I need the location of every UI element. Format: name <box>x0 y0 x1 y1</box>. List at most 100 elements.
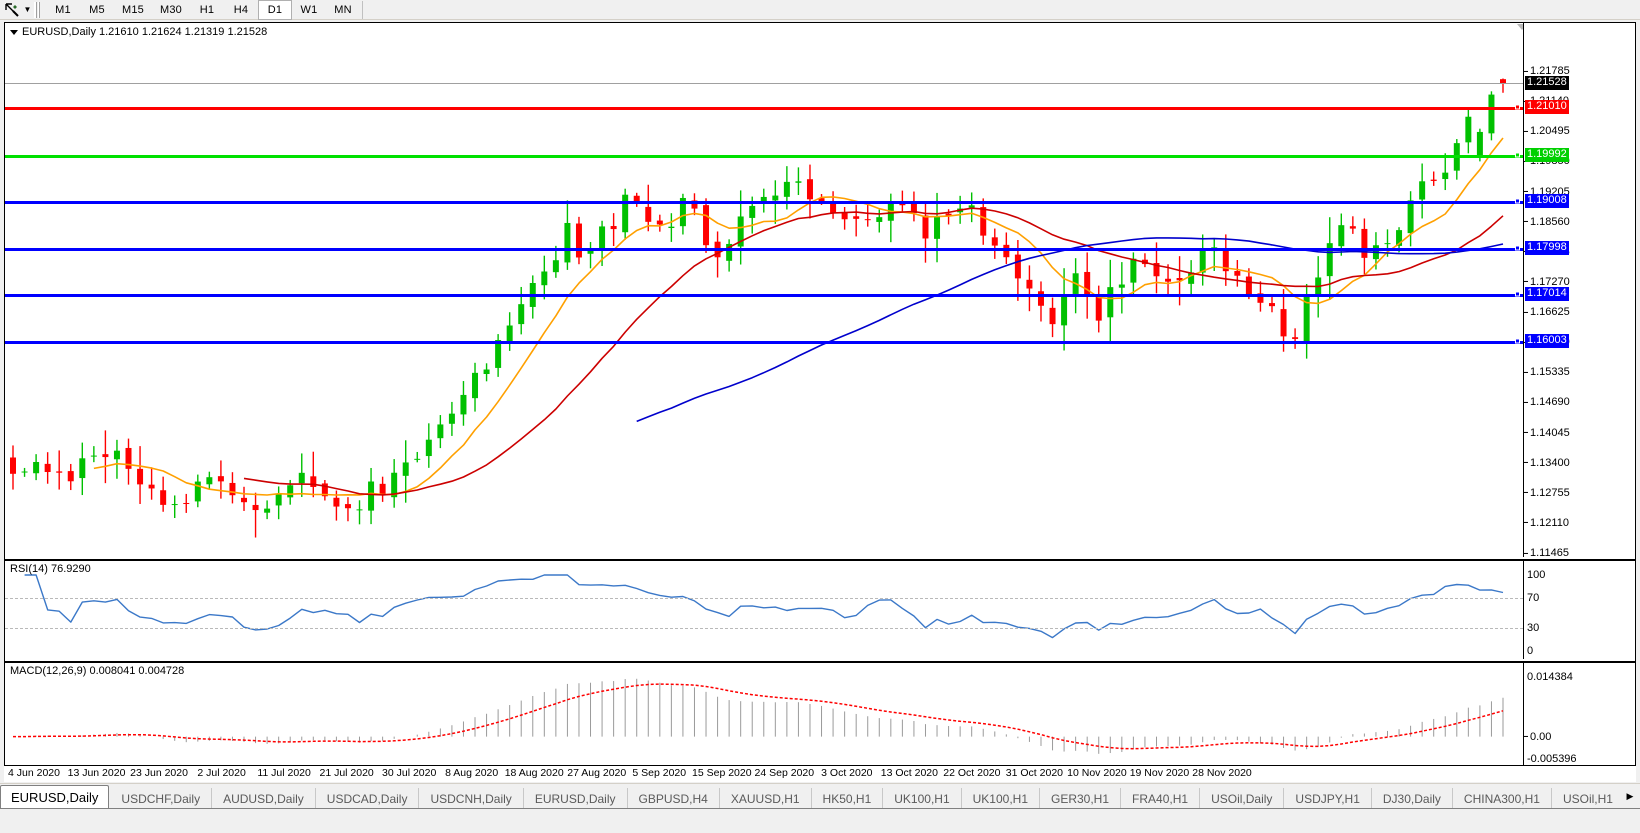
chart-tab-usdjpy-h1[interactable]: USDJPY,H1 <box>1284 788 1372 809</box>
support-line-handle-1[interactable] <box>1515 198 1520 204</box>
toolbar-grip[interactable] <box>34 1 41 18</box>
candles-group <box>10 78 1506 538</box>
price-tick: 1.21785 <box>1524 65 1570 77</box>
candlestick-chart <box>10 78 1506 538</box>
time-axis-label: 28 Nov 2020 <box>1192 767 1252 779</box>
price-tick: 1.11465 <box>1524 547 1569 557</box>
toolbar-separator <box>362 0 363 19</box>
rsi-label: RSI(14) 76.9290 <box>10 563 91 575</box>
time-axis-label: 27 Aug 2020 <box>567 767 627 779</box>
support-line-line-1[interactable] <box>5 200 1523 204</box>
price-pane[interactable]: EURUSD,Daily 1.21610 1.21624 1.21319 1.2… <box>5 23 1635 557</box>
chart-tab-dj30-daily[interactable]: DJ30,Daily <box>1372 788 1453 809</box>
chart-tab-uk100-h1[interactable]: UK100,H1 <box>883 788 962 809</box>
price-tick: 1.20495 <box>1524 125 1570 137</box>
toolbar-cursor-group: ▼ <box>0 0 46 20</box>
support-line-badge-3: 1.17014 <box>1525 286 1569 301</box>
support-line-handle-2[interactable] <box>1515 245 1520 251</box>
timeframe-button-m5[interactable]: M5 <box>89 3 105 16</box>
chart-tab-usoil-h1[interactable]: USOil,H1 <box>1552 788 1620 809</box>
current-price-line[interactable] <box>5 83 1523 84</box>
support-line-line-4[interactable] <box>5 341 1523 345</box>
scroll-right-icon[interactable]: ▶ <box>1626 790 1634 801</box>
time-axis-label: 19 Nov 2020 <box>1129 767 1190 779</box>
chart-tab-uk100-h1[interactable]: UK100,H1 <box>962 788 1040 809</box>
chevron-down-icon[interactable]: ▼ <box>23 5 32 14</box>
rsi-axis: 100 70 30 0 <box>1523 561 1635 659</box>
chart-tab-usoil-daily[interactable]: USOil,Daily <box>1200 788 1285 809</box>
timeframe-button-d1[interactable]: D1 <box>258 0 292 20</box>
time-axis-label: 3 Oct 2020 <box>821 767 873 779</box>
macd-plot-area[interactable] <box>5 663 1523 765</box>
price-tick: 1.16625 <box>1524 306 1570 318</box>
crosshair-cursor-icon[interactable] <box>2 1 22 19</box>
tab-underline <box>0 808 1640 809</box>
chart-tab-usdcad-daily[interactable]: USDCAD,Daily <box>316 788 420 809</box>
macd-histogram <box>24 678 1504 754</box>
chart-tab-usdchf-daily[interactable]: USDCHF,Daily <box>110 788 213 809</box>
price-tick: 1.13400 <box>1524 457 1570 469</box>
chart-tab-fra40-h1[interactable]: FRA40,H1 <box>1121 788 1201 809</box>
current-price-badge: 1.21528 <box>1525 76 1569 90</box>
resistance-line-handle[interactable] <box>1515 104 1520 110</box>
target-line-line[interactable] <box>5 154 1523 158</box>
price-tick: 1.15335 <box>1524 366 1570 378</box>
target-line-badge: 1.19992 <box>1525 147 1569 162</box>
macd-signal-line <box>13 683 1504 750</box>
macd-histogram-chart <box>13 678 1504 754</box>
chart-tab-eurusd-daily[interactable]: EURUSD,Daily <box>524 788 628 809</box>
timeframe-strip: M1 M5 M15 M30 H1 H4 D1 W1 MN <box>46 0 360 20</box>
time-axis-label: 30 Jul 2020 <box>382 767 437 779</box>
rsi-plot-area[interactable] <box>5 561 1523 659</box>
rsi-level-70 <box>5 597 1523 599</box>
chart-tab-usdcnh-daily[interactable]: USDCNH,Daily <box>419 788 524 809</box>
time-axis-label: 31 Oct 2020 <box>1005 767 1064 779</box>
time-axis: 4 Jun 2020 13 Jun 2020 23 Jun 2020 2 Jul 20… <box>4 766 1636 782</box>
chart-tab-china300-h1[interactable]: CHINA300,H1 <box>1453 788 1552 809</box>
macd-pane[interactable]: MACD(12,26,9) 0.008041 0.004728 0.014384… <box>5 661 1635 765</box>
time-axis-label: 21 Jul 2020 <box>319 767 374 779</box>
chart-tab-bar: EURUSD,Daily USDCHF,Daily AUDUSD,Daily USDC… <box>0 783 1640 833</box>
support-line-badge-1: 1.19008 <box>1525 193 1569 208</box>
time-axis-label: 4 Jun 2020 <box>8 767 60 779</box>
chart-menu-triangle-icon[interactable] <box>10 29 18 35</box>
timeframe-button-m15[interactable]: M15 <box>122 3 144 16</box>
timeframe-button-m1[interactable]: M1 <box>55 3 71 16</box>
timeframe-button-h4[interactable]: H4 <box>233 3 249 16</box>
chart-tab-ger30-h1[interactable]: GER30,H1 <box>1040 788 1122 809</box>
support-line-handle-4[interactable] <box>1515 338 1520 344</box>
support-line-line-2[interactable] <box>5 247 1523 251</box>
timeframe-button-m30[interactable]: M30 <box>160 3 182 16</box>
timeframe-button-mn[interactable]: MN <box>334 3 352 16</box>
chart-tab-gbpusd-h4[interactable]: GBPUSD,H4 <box>628 788 720 809</box>
price-tick: 1.12110 <box>1524 517 1569 529</box>
macd-tick: 0.014384 <box>1527 671 1573 684</box>
support-line-badge-2: 1.17998 <box>1525 240 1569 255</box>
chart-tab-eurusd-daily[interactable]: EURUSD,Daily <box>0 785 110 809</box>
macd-tick: 0.00 <box>1524 731 1551 743</box>
timeframe-button-h1[interactable]: H1 <box>199 3 215 16</box>
time-axis-label: 8 Aug 2020 <box>445 767 499 779</box>
chart-tab-audusd-daily[interactable]: AUDUSD,Daily <box>212 788 316 809</box>
time-axis-label: 13 Jun 2020 <box>67 767 126 779</box>
chart-tab-xauusd-h1[interactable]: XAUUSD,H1 <box>720 788 812 809</box>
target-line-handle[interactable] <box>1515 152 1520 158</box>
rsi-tick: 30 <box>1527 622 1540 635</box>
support-line-line-3[interactable] <box>5 293 1523 297</box>
rsi-level-30 <box>5 628 1523 630</box>
rsi-line-chart <box>24 574 1504 639</box>
macd-label: MACD(12,26,9) 0.008041 0.004728 <box>10 665 185 677</box>
macd-tick: -0.005396 <box>1527 753 1577 765</box>
chart-frame[interactable]: EURUSD,Daily 1.21610 1.21624 1.21319 1.2… <box>4 22 1636 766</box>
resistance-line-line[interactable] <box>5 107 1523 111</box>
rsi-pane[interactable]: RSI(14) 76.9290 100 70 30 0 <box>5 559 1635 659</box>
support-line-handle-3[interactable] <box>1515 291 1520 297</box>
chart-tab-hk50-h1[interactable]: HK50,H1 <box>812 788 884 809</box>
price-axis[interactable]: 1.217851.211401.204951.198501.192051.185… <box>1523 23 1635 557</box>
rsi-tick: 100 <box>1527 569 1546 582</box>
price-tick: 1.17270 <box>1524 276 1570 288</box>
rsi-line <box>24 574 1504 639</box>
price-plot-area[interactable] <box>5 23 1523 557</box>
timeframe-button-w1[interactable]: W1 <box>300 3 318 16</box>
symbol-ohlc-text: EURUSD,Daily 1.21610 1.21624 1.21319 1.2… <box>22 26 268 38</box>
